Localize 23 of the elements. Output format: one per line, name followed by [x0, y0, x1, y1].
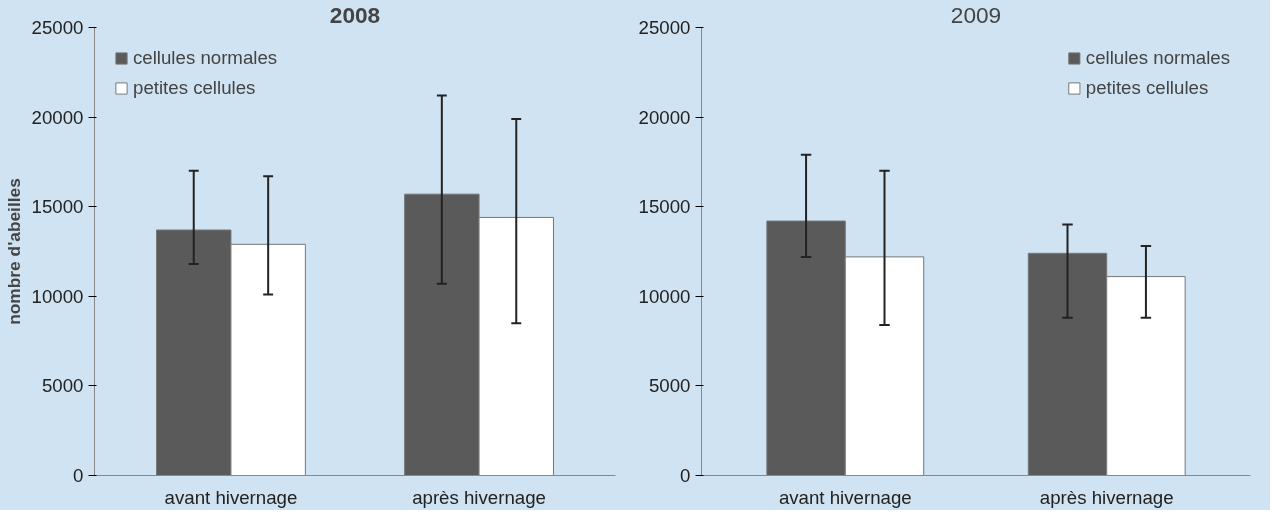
y-tick-label: 20000 [31, 106, 84, 128]
y-axis-title: nombre d'abeilles [3, 178, 24, 325]
legend-label: cellules normales [1085, 47, 1230, 69]
x-tick-label: avant hivernage [778, 486, 912, 508]
chart-title: 2009 [950, 1, 1002, 28]
x-tick-label: après hivernage [1039, 486, 1174, 508]
y-tick-label: 5000 [649, 375, 691, 397]
y-tick-label: 0 [680, 465, 691, 486]
y-tick-label: 5000 [42, 375, 84, 397]
y-tick-label: 0 [73, 465, 84, 486]
legend-label: petites cellules [133, 77, 256, 99]
y-tick-label: 10000 [31, 285, 84, 307]
y-tick-label: 10000 [638, 285, 691, 307]
y-tick-label: 15000 [31, 196, 84, 218]
y-tick-label: 25000 [638, 17, 691, 38]
y-tick-label: 15000 [638, 196, 691, 218]
x-tick-label: après hivernage [412, 486, 546, 508]
x-tick-label: avant hivernage [164, 486, 298, 508]
legend-label: petites cellules [1085, 77, 1209, 99]
chart-title: 2008 [329, 1, 381, 28]
y-tick-label: 20000 [638, 106, 691, 128]
legend-label: cellules normales [133, 47, 278, 69]
y-tick-label: 25000 [31, 17, 84, 38]
